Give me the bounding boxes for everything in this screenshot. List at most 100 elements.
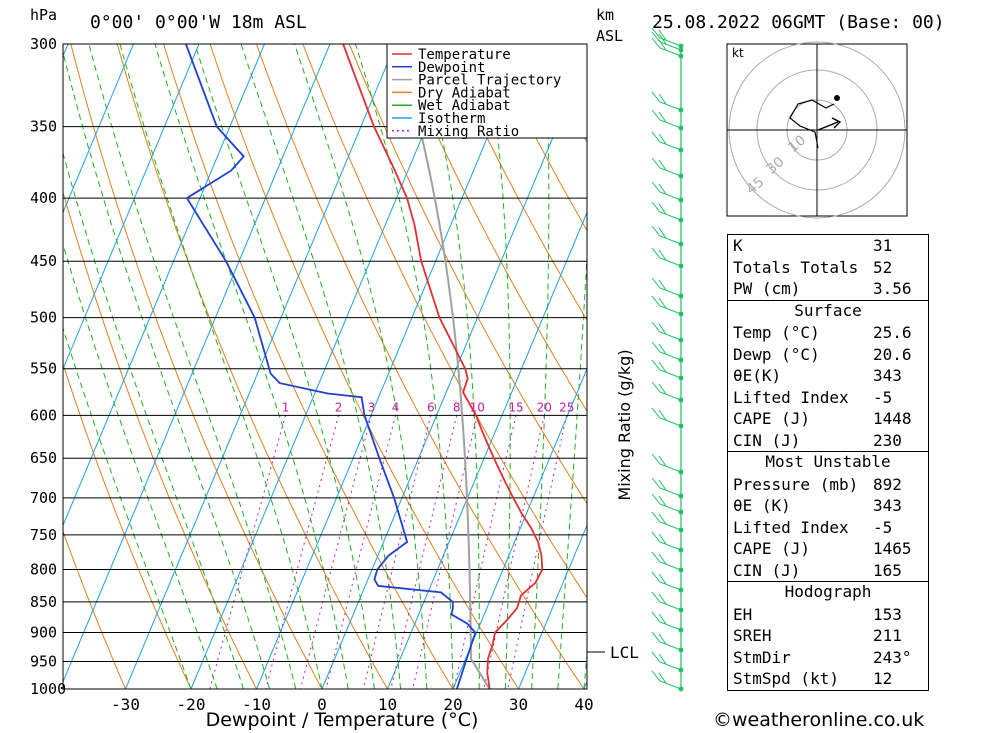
wet-adiabats <box>63 44 587 689</box>
mu-li-label: Lifted Index <box>733 517 849 537</box>
totals-label: Totals Totals <box>733 257 859 277</box>
wind-barb <box>651 591 682 611</box>
mu-theta-label: θE (K) <box>733 496 791 515</box>
isotherm-line <box>190 44 462 689</box>
wet-adiabat-line <box>63 326 192 689</box>
dry-adiabat-line <box>63 190 257 689</box>
wind-barb <box>651 531 682 551</box>
surface-dewp-value: 20.6 <box>873 344 912 364</box>
pressure-grid <box>63 43 587 690</box>
wind-barb <box>651 359 682 379</box>
stmspd-label: StmSpd (kt) <box>733 669 839 688</box>
wet-adiabat-line <box>531 44 550 689</box>
stmspd-value: 12 <box>873 669 893 688</box>
surface-cape-value: 1448 <box>873 409 912 428</box>
sreh-value: 211 <box>873 626 902 645</box>
hodograph-title: Hodograph <box>784 582 872 601</box>
mixing-ratio-label: 20 <box>537 400 552 414</box>
wind-barb <box>651 341 682 361</box>
isotherms <box>63 44 587 689</box>
sreh-label: SREH <box>733 626 772 645</box>
mixing-ratio-axis-label: Mixing Ratio (g/kg) <box>615 349 634 500</box>
temperature-tick-label: -20 <box>177 695 206 714</box>
pressure-tick-label: 350 <box>30 118 57 136</box>
wind-level-dot <box>678 509 684 515</box>
mu-pressure-label: Pressure (mb) <box>733 474 859 494</box>
parcel-trajectory-line <box>396 44 491 689</box>
isotherm-line <box>518 524 587 689</box>
plot-frame <box>62 43 588 690</box>
wind-barb <box>651 407 682 427</box>
mixing-ratio-line <box>265 415 340 689</box>
pw-label: PW (cm) <box>733 279 801 298</box>
wind-barb <box>651 551 682 571</box>
surface-theta-label: θE(K) <box>733 366 782 385</box>
pressure-tick-label: 950 <box>30 653 57 671</box>
pressure-tick-labels: 300 350 400 450 500 550 600 650 700 750 800 850 900 9… <box>30 35 66 698</box>
k-index-label: K <box>733 236 743 255</box>
mixing-ratio-label: 2 <box>335 400 343 414</box>
wind-barb <box>651 247 682 267</box>
hodograph-trace <box>789 99 835 149</box>
temperature-tick-label: 30 <box>509 695 528 714</box>
wet-adiabat-line <box>63 50 271 689</box>
hodograph-unit: kt <box>732 46 744 60</box>
indices-table: K 31 Totals Totals 52 PW (cm) 3.56 Surface … <box>727 234 929 691</box>
pressure-tick-label: 800 <box>30 560 57 578</box>
mixing-ratio-line <box>362 415 432 689</box>
temperature-tick-label: -10 <box>242 695 271 714</box>
dry-adiabat-line <box>163 44 454 689</box>
surface-li-value: -5 <box>873 387 893 407</box>
stmdir-value: 243° <box>873 647 912 667</box>
profile-lines <box>185 44 544 689</box>
isotherm-line <box>63 44 265 527</box>
credit-link[interactable]: ©weatheronline.co.uk <box>713 709 925 731</box>
pressure-tick-label: 600 <box>30 406 57 424</box>
km-unit-label: km <box>596 6 615 24</box>
wind-barb <box>651 511 682 531</box>
mixing-ratio-label: 6 <box>427 400 435 414</box>
wet-adiabat-line <box>294 44 428 689</box>
isotherm-line <box>63 44 331 684</box>
pressure-tick-label: 400 <box>30 189 57 207</box>
dewpoint-line <box>185 44 477 689</box>
surface-title: Surface <box>794 300 862 320</box>
mu-cape-value: 1465 <box>873 539 912 558</box>
dry-adiabat-line <box>441 44 587 322</box>
legend-entry: Dewpoint <box>418 60 485 76</box>
mixing-ratio-label: 10 <box>470 400 485 414</box>
surface-cin-value: 230 <box>873 430 902 450</box>
wind-barb <box>651 651 682 671</box>
pressure-tick-label: 850 <box>30 593 57 611</box>
dry-adiabat-line <box>348 44 587 505</box>
mu-cape-label: CAPE (J) <box>733 539 811 558</box>
surface-theta-value: 343 <box>873 366 902 385</box>
wind-barb <box>651 453 682 473</box>
wind-barb <box>651 37 682 57</box>
wet-adiabat-line <box>119 44 323 689</box>
dry-adiabat-line <box>953 44 1000 689</box>
wind-barb <box>651 91 682 111</box>
pressure-tick-label: 300 <box>30 35 57 53</box>
wet-adiabat-line <box>240 44 402 689</box>
datetime-label: 25.08.2022 06GMT (Base: 00) <box>652 12 945 33</box>
legend-entry: Temperature <box>418 47 511 63</box>
mu-cin-label: CIN (J) <box>733 560 801 580</box>
temperature-tick-label: 0 <box>317 695 327 714</box>
x-axis-label: Dewpoint / Temperature (°C) <box>206 709 479 731</box>
wet-adiabat-line <box>154 44 349 689</box>
legend-entry: Mixing Ratio <box>418 124 519 140</box>
surface-li-label: Lifted Index <box>733 387 849 407</box>
pressure-tick-label: 650 <box>30 449 57 467</box>
asl-unit-label: ASL <box>596 27 624 45</box>
surface-temp-value: 25.6 <box>873 323 912 342</box>
wind-barb <box>651 611 682 631</box>
legend-entry: Wet Adiabat <box>418 98 511 114</box>
temperature-tick-label: -30 <box>111 695 140 714</box>
wind-barb <box>651 157 682 177</box>
isotherm-line <box>63 44 200 371</box>
wet-adiabat-line <box>63 151 244 689</box>
dry-adiabat-line <box>63 362 192 689</box>
